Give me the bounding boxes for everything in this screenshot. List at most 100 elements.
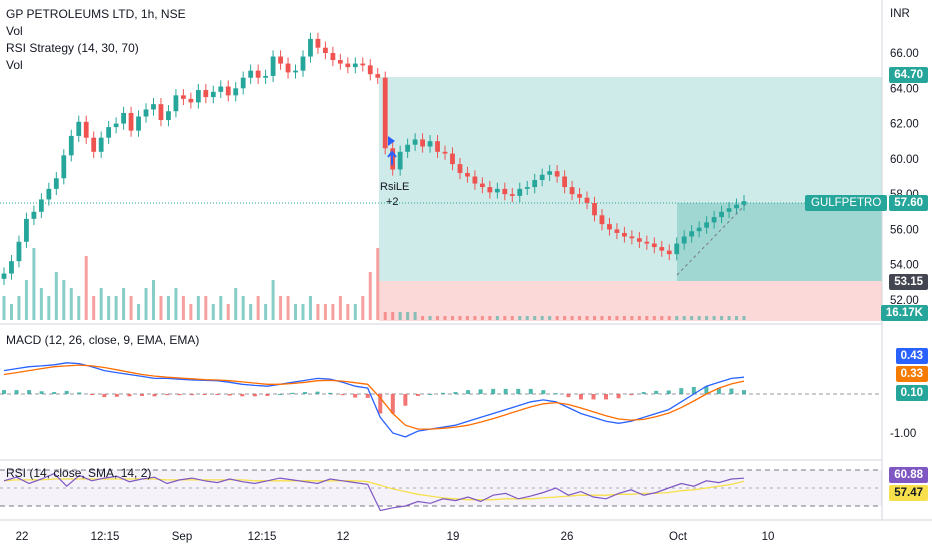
price-tick-label: 52.00 — [890, 295, 919, 307]
candle-body — [308, 38, 313, 57]
price-tick-label: 60.00 — [890, 154, 919, 166]
macd-hist-bar — [328, 392, 333, 394]
price-tick-label: 66.00 — [890, 48, 919, 60]
volume-bar — [383, 312, 387, 320]
macd-hist-bar — [202, 394, 207, 395]
candle-body — [24, 218, 29, 242]
candle-body — [465, 172, 470, 177]
macd-hist-bar — [165, 394, 170, 396]
macd-hist-bar — [616, 394, 621, 399]
candle-body — [31, 211, 37, 219]
volume-bar — [39, 288, 43, 320]
macd-hist-bar — [139, 394, 144, 396]
candle-body — [412, 139, 418, 145]
volume-bar — [9, 304, 13, 320]
volume-bar — [24, 280, 28, 320]
candle-body — [76, 121, 82, 136]
volume-bar — [622, 316, 626, 320]
volume-bar — [174, 288, 178, 320]
macd-hist-bar — [14, 390, 19, 394]
stop-zone — [379, 281, 882, 321]
candle-body — [218, 86, 224, 92]
macd-hist-bar — [64, 390, 69, 394]
macd-hist-bar — [315, 391, 320, 394]
candle-body — [352, 63, 358, 68]
time-tick-label: 19 — [447, 531, 460, 543]
candle-body — [113, 123, 119, 128]
legend-vol-2[interactable]: Vol — [6, 58, 23, 72]
entry-arrow-icon — [387, 150, 397, 165]
candle-body — [569, 187, 575, 195]
volume-bar — [92, 296, 96, 320]
macd-hist-bar — [704, 386, 709, 394]
candle-body — [397, 151, 403, 170]
macd-hist-bar — [102, 394, 107, 398]
candle-body — [622, 232, 627, 237]
candle-body — [659, 247, 665, 251]
stop-price-label: 53.15 — [889, 274, 928, 290]
volume-bar — [353, 304, 357, 320]
target-price-label: 64.70 — [889, 67, 928, 83]
time-tick-label: 12:15 — [248, 531, 277, 543]
macd-hist-bar — [290, 392, 295, 394]
legend-rsi-strategy[interactable]: RSI Strategy (14, 30, 70) — [6, 41, 139, 55]
volume-bar — [2, 296, 6, 320]
candle-body — [487, 187, 493, 193]
candle-body — [195, 90, 201, 103]
macd-hist-bar — [2, 390, 6, 394]
candle-body — [337, 60, 343, 64]
candle-body — [106, 127, 112, 138]
candle-body — [248, 70, 254, 78]
legend-vol-1[interactable]: Vol — [6, 24, 23, 38]
volume-bar — [338, 296, 342, 320]
candle-body — [479, 183, 485, 188]
candle-body — [547, 171, 553, 175]
candle-body — [128, 112, 134, 131]
macd-line — [3, 362, 745, 438]
signal-line — [3, 364, 745, 430]
volume-bar — [331, 304, 335, 320]
volume-bar — [323, 304, 327, 320]
candle-body — [674, 243, 680, 255]
volume-bar — [62, 280, 66, 320]
currency-label: INR — [890, 8, 910, 20]
volume-bar — [196, 296, 200, 320]
candle-body — [450, 153, 455, 165]
volume-bar — [84, 256, 88, 320]
price-tick-label: 54.00 — [890, 260, 919, 272]
volume-bar — [443, 316, 447, 320]
volume-bar — [308, 296, 312, 320]
volume-bar — [69, 288, 73, 320]
volume-bar — [555, 316, 559, 320]
volume-bar — [114, 296, 118, 320]
macd-hist-bar — [265, 394, 270, 396]
candle-body — [607, 224, 612, 230]
position-zones — [379, 77, 882, 321]
volume-bar — [219, 296, 223, 320]
macd-hist-bar — [491, 388, 496, 394]
volume-bar — [32, 248, 36, 320]
candle-body — [278, 56, 283, 64]
volume-bar — [316, 304, 320, 320]
macd-legend[interactable]: MACD (12, 26, close, 9, EMA, EMA) — [6, 333, 200, 347]
chart-title[interactable]: GP PETROLEUMS LTD, 1h, NSE — [6, 7, 186, 21]
macd-hist-bar — [729, 388, 734, 394]
candle-body — [173, 95, 179, 112]
volume-bar — [607, 316, 611, 320]
volume-bar — [271, 280, 275, 320]
candle-body — [151, 104, 156, 110]
entry-signal-marker: RsiLE +2 — [380, 136, 409, 208]
price-tick-label: 62.00 — [890, 119, 919, 131]
candle-body — [689, 231, 695, 237]
time-tick-label: 10 — [762, 531, 775, 543]
volume-bar — [279, 296, 283, 320]
volume-bar — [465, 316, 469, 320]
candle-body — [38, 199, 44, 212]
candle-body — [382, 77, 388, 149]
volume-bar — [137, 304, 141, 320]
volume-bar — [181, 296, 185, 320]
rsi-legend[interactable]: RSI (14, close, SMA, 14, 2) — [6, 466, 152, 480]
macd-hist-bar — [466, 390, 471, 394]
